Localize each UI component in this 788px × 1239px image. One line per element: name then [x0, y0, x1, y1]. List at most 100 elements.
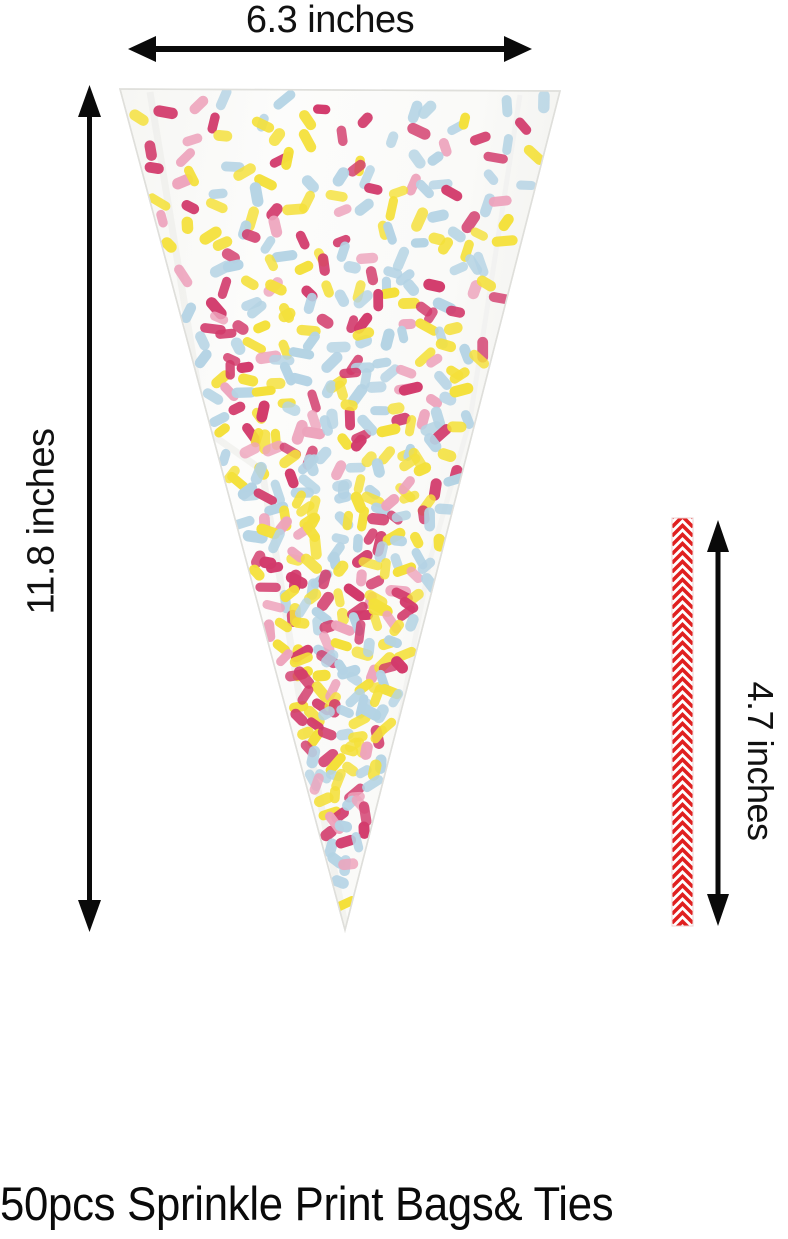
sprinkle [404, 415, 417, 437]
sprinkle [437, 448, 457, 463]
sprinkle [181, 216, 194, 234]
sprinkle [299, 110, 317, 131]
tie-stripe [672, 567, 693, 583]
tie-stripe [672, 531, 693, 547]
sprinkle [301, 175, 319, 193]
sprinkle [501, 95, 513, 118]
sprinkle [333, 560, 349, 577]
sprinkle [469, 349, 490, 369]
sprinkle [285, 571, 308, 589]
sprinkle [291, 419, 308, 445]
sprinkle [214, 423, 230, 438]
sprinkle [205, 198, 228, 214]
sprinkle [317, 569, 332, 590]
tie-stripe [672, 846, 693, 862]
sprinkle [279, 589, 292, 614]
sprinkle [351, 646, 374, 661]
sprinkle [316, 591, 335, 611]
sprinkle [294, 260, 314, 275]
sprinkle [382, 527, 406, 546]
sprinkle [426, 353, 443, 368]
sprinkle [365, 266, 379, 286]
sprinkle [321, 351, 343, 373]
sprinkle [189, 95, 209, 115]
sprinkle [354, 619, 366, 645]
sprinkle [199, 226, 222, 245]
sprinkle [352, 534, 363, 553]
sprinkle [208, 188, 228, 199]
sprinkle [281, 146, 294, 170]
sprinkle [336, 728, 354, 741]
sprinkle [334, 289, 350, 307]
sprinkle [231, 387, 257, 398]
tie-stripe [672, 855, 693, 871]
sprinkle [325, 678, 341, 702]
tie-stripe [672, 891, 693, 907]
sprinkle [403, 443, 416, 461]
sprinkle [307, 728, 324, 748]
tie-stripe [672, 801, 693, 817]
sprinkle [268, 528, 285, 554]
sprinkle [289, 602, 302, 627]
sprinkle [262, 440, 285, 457]
sprinkle [297, 685, 314, 705]
sprinkle [333, 204, 352, 217]
tie-stripe [672, 738, 693, 754]
tie-stripe [672, 882, 693, 898]
sprinkle [300, 740, 318, 758]
sprinkle [302, 331, 320, 352]
sprinkle [336, 607, 349, 626]
sprinkle [385, 196, 399, 221]
sprinkle [354, 155, 365, 177]
sprinkle [399, 596, 419, 613]
sprinkle [447, 120, 466, 136]
tie-stripe [672, 558, 693, 574]
sprinkle [306, 745, 321, 769]
sprinkle [209, 260, 233, 278]
tie-stripe [672, 612, 693, 628]
sprinkle [438, 138, 452, 157]
product-caption: 50pcs Sprinkle Print Bags& Ties [0, 1177, 614, 1230]
sprinkle [364, 589, 388, 608]
sprinkle [240, 491, 261, 502]
sprinkle [215, 328, 237, 339]
sprinkle [347, 601, 368, 620]
sprinkle [253, 320, 271, 334]
sprinkle [330, 620, 355, 636]
sprinkle [353, 737, 367, 758]
sprinkle [258, 513, 271, 534]
sprinkle [242, 423, 261, 445]
sprinkle [278, 339, 293, 360]
sprinkle [483, 151, 508, 164]
sprinkle [218, 448, 231, 467]
sprinkle [339, 367, 362, 379]
sprinkle [279, 361, 296, 386]
tie-stripe [672, 540, 693, 556]
sprinkle [309, 534, 322, 560]
sprinkle [318, 706, 335, 721]
sprinkle [321, 280, 334, 298]
sprinkle [269, 151, 293, 168]
sprinkle [417, 494, 436, 516]
sprinkle [310, 569, 333, 589]
tie-stripe [672, 774, 693, 790]
sprinkle [270, 428, 281, 451]
sprinkle [449, 464, 463, 483]
sprinkle [329, 551, 341, 571]
sprinkle [302, 521, 320, 542]
sprinkle [365, 664, 381, 684]
sprinkle [353, 290, 373, 309]
sprinkle [428, 179, 453, 190]
sprinkle [207, 112, 220, 134]
tie-stripe [672, 603, 693, 619]
sprinkle [181, 199, 200, 215]
sprinkle [414, 347, 436, 367]
sprinkle [144, 140, 157, 161]
sprinkle [236, 361, 254, 374]
sprinkle [340, 399, 358, 412]
sprinkle-pattern [129, 89, 550, 912]
sprinkle [348, 731, 368, 743]
sprinkle [391, 587, 413, 604]
sprinkle [424, 307, 438, 324]
sprinkle [301, 285, 318, 302]
